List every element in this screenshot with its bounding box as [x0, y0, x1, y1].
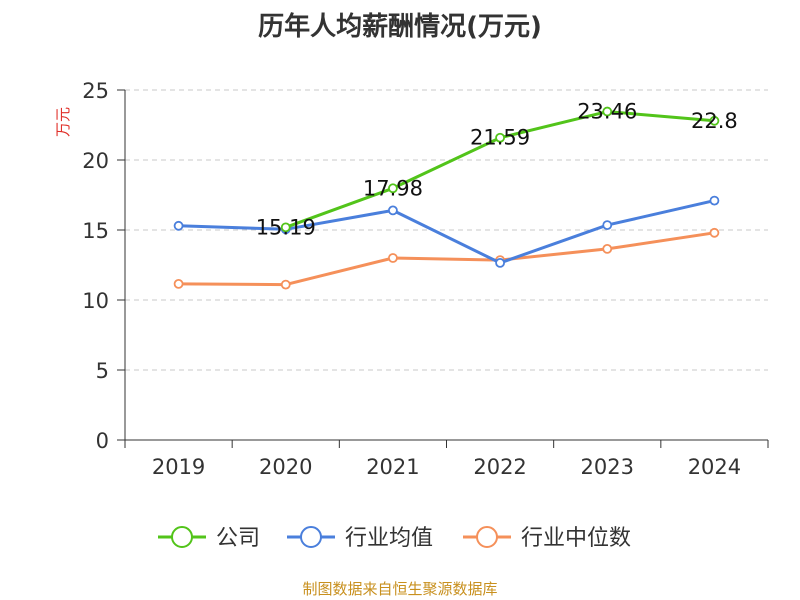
legend-item[interactable]: 行业中位数 [463, 526, 631, 551]
data-point[interactable] [280, 222, 291, 233]
data-point[interactable] [280, 279, 291, 290]
legend-swatch-marker [171, 526, 193, 548]
legend-swatch-marker [476, 526, 498, 548]
legend-swatch-marker [300, 526, 322, 548]
data-point[interactable] [388, 183, 398, 194]
legend-label: 行业中位数 [521, 526, 631, 551]
x-tick-label: 2020 [259, 455, 312, 479]
y-tick-label: 25 [82, 79, 109, 103]
data-label: 23.46 [577, 100, 637, 124]
x-tick-label: 2023 [581, 455, 634, 479]
data-point[interactable] [173, 220, 184, 231]
y-tick-label: 0 [96, 429, 109, 453]
x-tick-label: 2019 [152, 455, 205, 479]
data-label: 15.19 [256, 215, 316, 239]
data-point[interactable] [709, 227, 720, 238]
data-point[interactable] [495, 257, 505, 268]
y-axis-label: 万元 [54, 107, 72, 137]
legend-item[interactable]: 行业均值 [287, 526, 433, 551]
x-tick-label: 2022 [473, 455, 526, 479]
y-tick-label: 20 [82, 149, 109, 173]
series-line-1 [178, 199, 715, 265]
legend: 公司 行业均值 行业中位数 [158, 526, 631, 551]
data-point[interactable] [709, 195, 720, 206]
x-tick-label: 2024 [688, 455, 741, 479]
data-point[interactable] [388, 205, 398, 216]
data-labels: 15.19 17.98 21.59 23.46 22.8 [256, 100, 738, 240]
data-label: 17.98 [363, 176, 423, 200]
data-point[interactable] [602, 243, 613, 254]
chart-title: 历年人均薪酬情况(万元) [258, 12, 542, 42]
x-tick-label: 2021 [366, 455, 419, 479]
data-point[interactable] [709, 115, 720, 126]
data-label: 21.59 [470, 126, 530, 150]
data-point[interactable] [495, 132, 505, 143]
legend-label: 行业均值 [345, 526, 433, 551]
grid-lines [125, 89, 768, 371]
axes: 0 5 10 15 20 25 2019 2020 2021 2022 2023 2024 万元 [54, 79, 769, 479]
data-point[interactable] [602, 106, 613, 117]
y-tick-label: 10 [82, 289, 109, 313]
data-point[interactable] [388, 253, 398, 263]
y-tick-label: 15 [82, 219, 109, 243]
series-lines [173, 106, 720, 290]
legend-label: 公司 [216, 526, 260, 551]
data-point[interactable] [602, 220, 613, 231]
data-source-note: 制图数据来自恒生聚源数据库 [302, 580, 498, 598]
data-label: 22.8 [691, 109, 738, 133]
series-line-2 [178, 231, 715, 287]
data-point[interactable] [173, 278, 184, 289]
legend-item[interactable]: 公司 [158, 526, 260, 551]
y-tick-label: 5 [96, 359, 109, 383]
